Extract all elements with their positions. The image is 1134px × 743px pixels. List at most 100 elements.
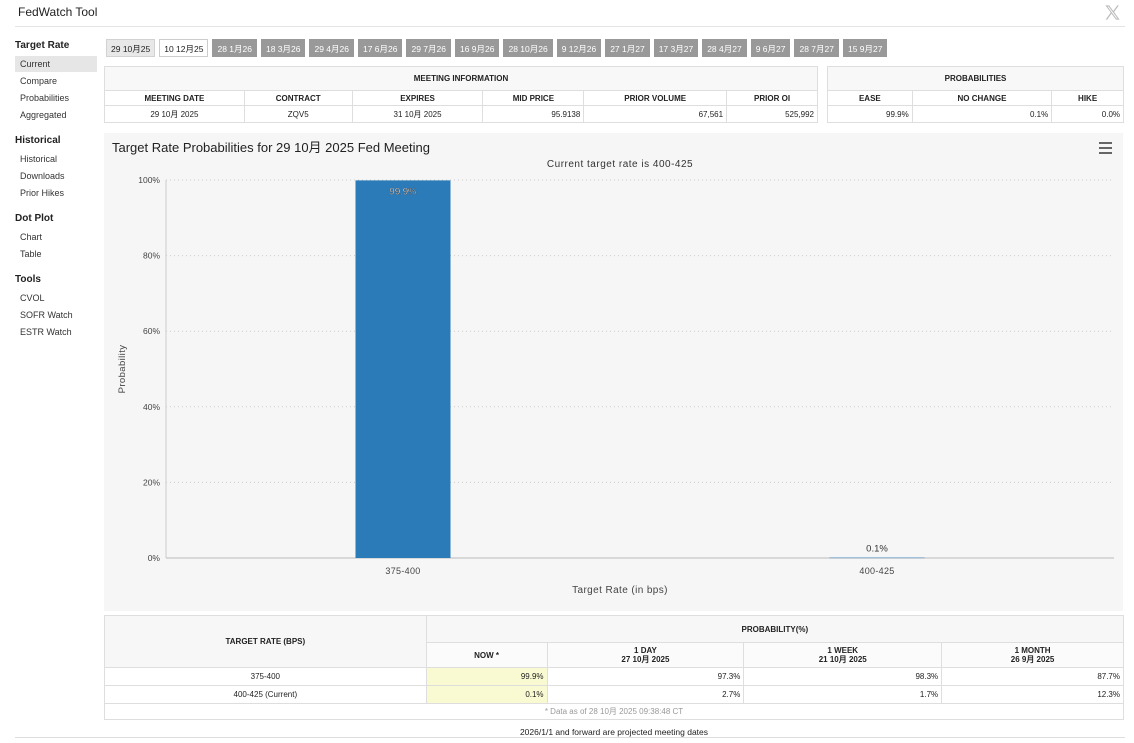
y-axis-title: Probability [117,345,128,394]
tab-meeting-1[interactable]: 10 12月25 [159,39,209,57]
header-prior-volume: PRIOR VOLUME [583,90,728,106]
x-tick-label: 400-425 [859,566,894,576]
tab-meeting-5[interactable]: 17 6月26 [357,39,403,57]
tab-meeting-11[interactable]: 17 3月27 [653,39,699,57]
sidebar-item-cvol[interactable]: CVOL [20,293,45,303]
x-logo-icon[interactable] [1104,4,1121,21]
y-tick-label: 60% [143,326,160,336]
bar [355,180,451,558]
meeting-info-caption: MEETING INFORMATION [104,66,818,91]
day-value-cell: 97.3% [546,667,745,686]
y-tick-label: 20% [143,477,160,487]
tab-meeting-15[interactable]: 15 9月27 [842,39,888,57]
sidebar-item-current[interactable]: Current [15,56,97,72]
sidebar-item-estr-watch[interactable]: ESTR Watch [20,327,72,337]
header-ease: EASE [827,90,913,106]
hike-value: 0.0% [1051,105,1124,123]
sidebar-item-historical[interactable]: Historical [20,154,58,164]
tab-meeting-8[interactable]: 28 10月26 [503,39,553,57]
tab-meeting-6[interactable]: 29 7月26 [406,39,451,57]
month-value-cell: 12.3% [941,685,1124,704]
sidebar-head-historical: Historical [15,135,61,146]
table-row: 400-425 (Current) 0.1% 2.7% 1.7% 12.3% [104,685,1124,704]
meeting-info-table: MEETING INFORMATION MEETING DATE CONTRAC… [104,66,818,123]
sidebar-item-aggregated[interactable]: Aggregated [20,110,67,120]
bar-data-label: 0.1% [866,544,888,555]
sidebar-item-compare[interactable]: Compare [20,76,58,86]
period-1month-date: 26 9月 2025 [1010,655,1055,664]
period-1day-label: 1 DAY [634,646,657,655]
sidebar: Target Rate Current Compare Probabilitie… [15,40,97,341]
sidebar-head-dot-plot: Dot Plot [15,213,54,224]
tab-meeting-14[interactable]: 28 7月27 [794,39,839,57]
y-tick-label: 80% [143,251,160,261]
sidebar-item-sofr-watch[interactable]: SOFR Watch [20,310,73,320]
month-value-cell: 87.7% [941,667,1124,686]
tab-meeting-12[interactable]: 28 4月27 [702,39,747,57]
chart-subtitle: Current target rate is 400-425 [547,159,693,170]
probability-bar-chart: Current target rate is 400-425 0% 20% 40% 60… [117,159,1114,596]
header-contract: CONTRACT [243,90,353,106]
period-now-header: NOW * [425,642,548,668]
bar-data-label: 99.9% [390,186,417,197]
week-value-cell: 98.3% [743,667,943,686]
chart-panel: Current target rate is 400-425 0% 20% 40% 60… [104,133,1123,611]
tab-meeting-13[interactable]: 9 6月27 [750,39,791,57]
tab-meeting-7[interactable]: 16 9月26 [454,39,500,57]
period-1day-header: 1 DAY 27 10月 2025 [546,642,745,668]
tab-meeting-9[interactable]: 9 12月26 [556,39,602,57]
tab-meeting-0[interactable]: 29 10月25 [106,39,156,57]
target-rate-column-header: TARGET RATE (BPS) [104,615,427,668]
probability-table: TARGET RATE (BPS) PROBABILITY(%) NOW * 1… [104,615,1125,720]
sidebar-head-tools: Tools [15,274,41,285]
header-prior-oi: PRIOR OI [726,90,818,106]
header-divider [15,26,1125,27]
header-hike: HIKE [1051,90,1124,106]
header-no-change: NO CHANGE [911,90,1053,106]
prior-oi-value: 525,992 [726,105,818,123]
app-title: FedWatch Tool [18,5,98,19]
day-value-cell: 2.7% [546,685,745,704]
sidebar-item-chart[interactable]: Chart [20,232,43,242]
header-meeting-date: MEETING DATE [104,90,245,106]
header-mid-price: MID PRICE [482,90,585,106]
period-1month-label: 1 MONTH [1014,646,1051,655]
x-tick-label: 375-400 [385,566,420,576]
tab-meeting-3[interactable]: 18 3月26 [260,39,306,57]
table-row: 375-400 99.9% 97.3% 98.3% 87.7% [104,667,1124,686]
period-1week-date: 21 10月 2025 [818,655,867,664]
meeting-date-tabs: 29 10月25 10 12月25 28 1月26 18 3月26 29 4月26 17 … [106,39,891,57]
y-tick-label: 0% [148,553,161,563]
probabilities-summary-table: PROBABILITIES EASE NO CHANGE HIKE 99.9% … [827,66,1124,123]
period-1day-date: 27 10月 2025 [621,655,670,664]
rate-cell: 375-400 [104,667,427,686]
period-1month-header: 1 MONTH 26 9月 2025 [941,642,1124,668]
footer-divider [15,737,1125,738]
sidebar-head-target-rate: Target Rate [15,40,70,51]
y-tick-label: 100% [138,175,160,185]
header-expires: EXPIRES [351,90,484,106]
data-timestamp-note: * Data as of 28 10月 2025 09:38:48 CT [104,703,1124,720]
period-1week-label: 1 WEEK [827,646,859,655]
tab-meeting-10[interactable]: 27 1月27 [605,39,650,57]
probabilities-caption: PROBABILITIES [827,66,1124,91]
probability-header: PROBABILITY(%) [425,615,1125,643]
tab-meeting-2[interactable]: 28 1月26 [212,39,257,57]
meeting-date-value: 29 10月 2025 [104,105,245,123]
sidebar-item-prior-hikes[interactable]: Prior Hikes [20,188,65,198]
mid-price-value: 95.9138 [482,105,585,123]
period-1week-header: 1 WEEK 21 10月 2025 [743,642,943,668]
prior-volume-value: 67,561 [583,105,728,123]
sidebar-item-probabilities[interactable]: Probabilities [20,93,70,103]
expires-value: 31 10月 2025 [351,105,484,123]
no-change-value: 0.1% [911,105,1053,123]
hamburger-menu-icon[interactable] [1099,142,1112,154]
sidebar-item-table[interactable]: Table [20,249,42,259]
now-value-cell: 0.1% [425,685,548,704]
contract-value: ZQV5 [243,105,353,123]
tab-meeting-4[interactable]: 29 4月26 [309,39,354,57]
rate-cell: 400-425 (Current) [104,685,427,704]
sidebar-item-downloads[interactable]: Downloads [20,171,65,181]
ease-value: 99.9% [827,105,913,123]
